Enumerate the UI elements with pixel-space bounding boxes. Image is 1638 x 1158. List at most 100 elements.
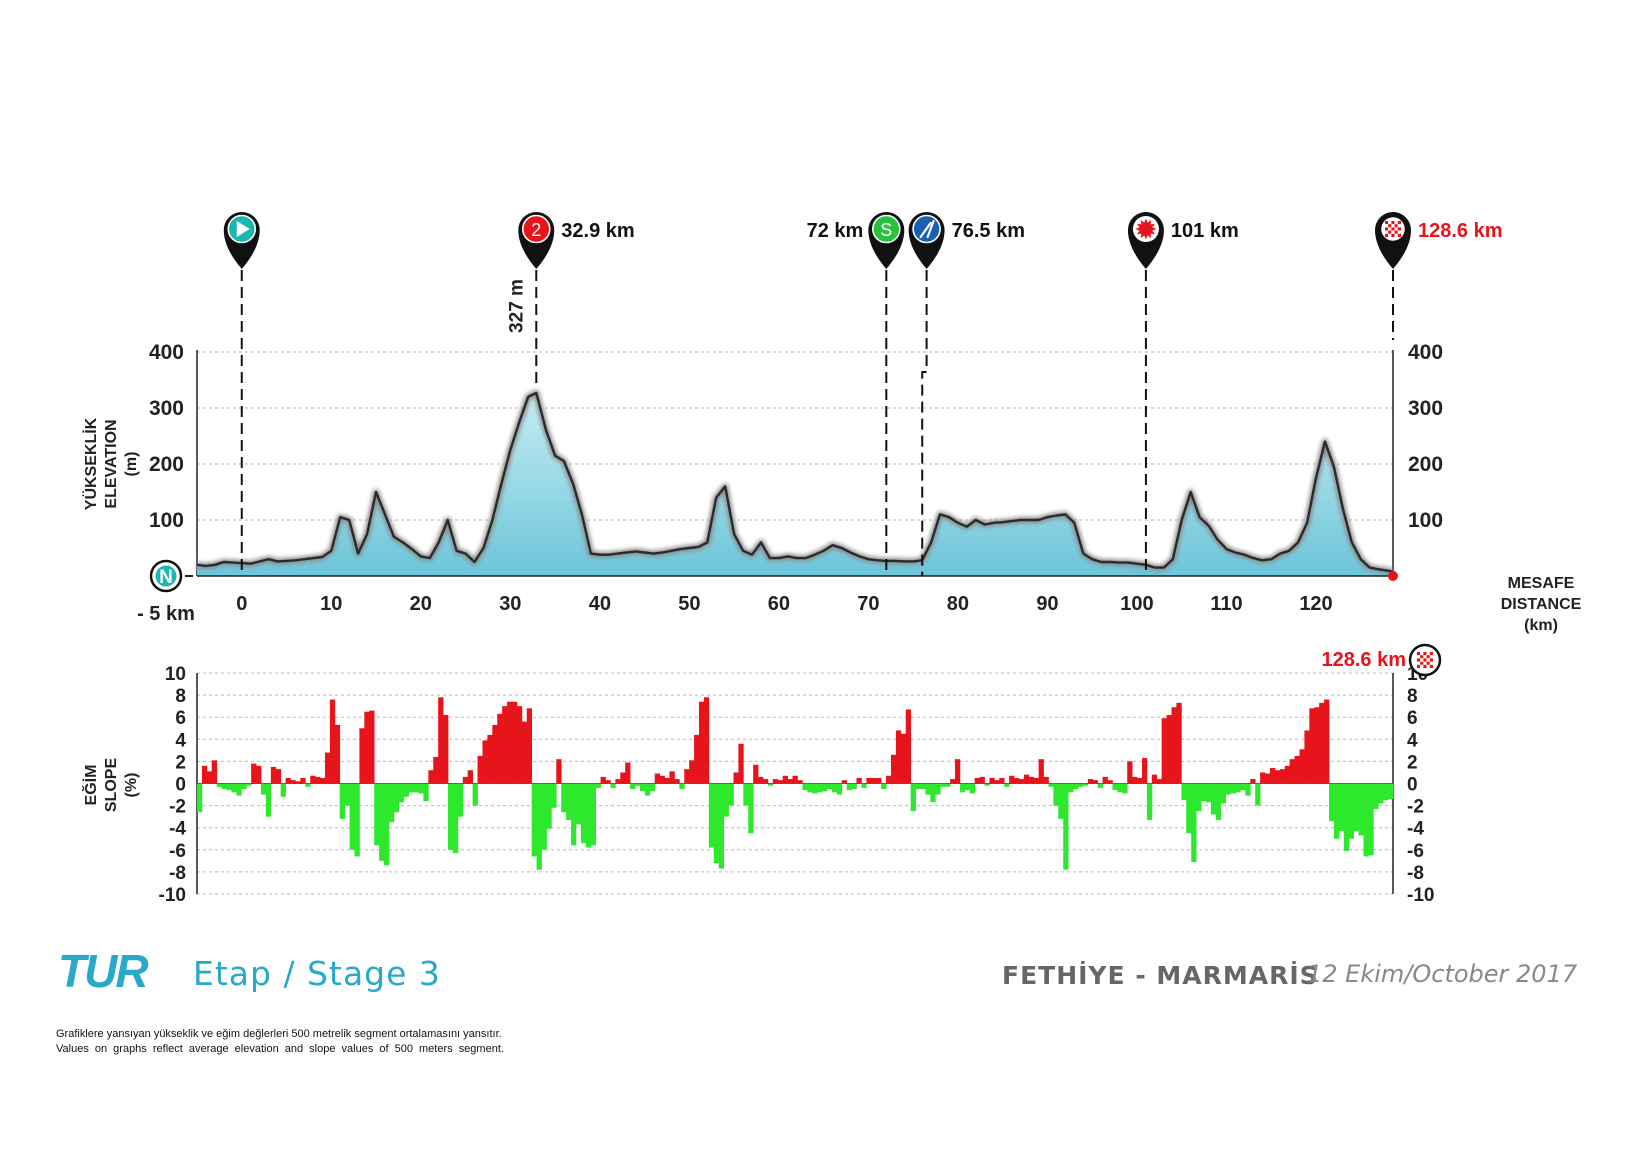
slope-bar <box>1210 783 1217 815</box>
slope-bar <box>1132 776 1138 784</box>
slope-bar <box>354 783 360 857</box>
checker-cell <box>1394 224 1398 228</box>
slope-bar <box>216 783 222 787</box>
slope-bar <box>315 776 321 784</box>
slope-bar <box>1171 707 1177 784</box>
slope-bar <box>206 771 213 784</box>
slope-bar <box>369 710 375 784</box>
checker-cell <box>1385 221 1389 225</box>
slope-bar <box>398 783 405 803</box>
feed-distance-label: 76.5 km <box>952 220 1025 242</box>
slope-bar <box>541 783 547 850</box>
slope-bar <box>886 775 892 784</box>
checker-cell <box>1429 661 1433 665</box>
tour-logo: TUR <box>58 945 149 997</box>
slope-bar <box>1043 776 1049 784</box>
slope-bar <box>516 706 523 784</box>
slope-bar <box>630 783 636 790</box>
slope-axis-title-line: EĞİM <box>81 765 100 806</box>
slope-bar <box>812 783 818 794</box>
slope-bar <box>590 783 597 846</box>
slope-bar <box>226 783 232 791</box>
slope-bar <box>1122 783 1128 794</box>
elevation-axis-title: YÜKSEKLİK ELEVATION (m) <box>81 417 140 510</box>
slope-bar <box>679 783 685 790</box>
slope-bar <box>831 783 838 793</box>
checker-cell <box>1420 652 1424 656</box>
checker-cell <box>1397 233 1401 237</box>
slope-bar <box>772 779 779 784</box>
slope-bar <box>413 783 419 793</box>
slope-bar <box>1018 779 1025 784</box>
slope-bar <box>349 783 355 850</box>
slope-tick-right: -4 <box>1407 819 1424 840</box>
slope-bar <box>1087 779 1094 784</box>
distance-tick-label: 20 <box>410 593 432 615</box>
checker-cell <box>1391 221 1395 225</box>
checker-cell <box>1423 661 1427 665</box>
slope-bar <box>1383 783 1389 801</box>
slope-bar <box>748 783 754 834</box>
slope-bar <box>428 770 434 784</box>
slope-tick-left: -10 <box>159 885 186 906</box>
slope-bar <box>472 783 478 806</box>
checker-cell <box>1426 658 1430 662</box>
slope-bar <box>787 779 793 784</box>
slope-bar <box>497 713 503 784</box>
elevation-axis-title-line: (m) <box>123 452 140 477</box>
slope-bar <box>561 783 567 813</box>
slope-bar <box>861 783 867 788</box>
slope-tick-left: 4 <box>175 730 186 751</box>
climb-distance-label: 32.9 km <box>561 220 634 242</box>
slope-bar <box>644 783 651 796</box>
checker-cell <box>1417 661 1421 665</box>
slope-bar <box>531 783 537 857</box>
elevation-tick-left: 100 <box>149 509 184 532</box>
slope-bar <box>605 780 611 784</box>
slope-bar <box>615 779 621 784</box>
slope-bar <box>669 771 675 784</box>
slope-bar <box>797 780 803 784</box>
slope-bar <box>1156 779 1163 784</box>
checker-cell <box>1417 664 1421 668</box>
checker-cell <box>1388 233 1392 237</box>
checker-cell <box>1429 655 1433 659</box>
distance-tick-label: 120 <box>1299 593 1332 615</box>
slope-bar <box>733 772 739 784</box>
play-icon <box>236 221 250 237</box>
distance-tick-label: 30 <box>499 593 521 615</box>
slope-bar <box>826 783 833 790</box>
slope-bar <box>984 783 990 786</box>
slope-tick-right: 8 <box>1407 686 1418 707</box>
bonus-marker: 101 km <box>1127 211 1239 576</box>
start-marker <box>223 211 260 576</box>
slope-bar <box>1314 707 1320 784</box>
slope-bar <box>438 697 444 784</box>
checker-cell <box>1426 661 1430 665</box>
slope-bar <box>1038 759 1044 784</box>
distance-axis-title-line: (km) <box>1524 617 1558 634</box>
slope-bar <box>1186 783 1192 834</box>
slope-bar <box>1151 774 1158 784</box>
slope-bar <box>1102 776 1108 784</box>
slope-bar <box>1082 783 1089 786</box>
slope-bar <box>1363 783 1369 857</box>
distance-tick-label: 100 <box>1120 593 1153 615</box>
slope-bar <box>1333 783 1340 839</box>
slope-bar <box>1240 783 1246 791</box>
checker-cell <box>1397 224 1401 228</box>
checker-cell <box>1388 230 1392 234</box>
slope-bar <box>457 783 464 817</box>
slope-bar <box>546 783 552 829</box>
slope-tick-left: -6 <box>169 841 186 862</box>
slope-bar <box>285 777 291 784</box>
distance-tick-label: 10 <box>320 593 342 615</box>
slope-bar <box>792 775 798 784</box>
slope-bar <box>841 780 848 784</box>
slope-bar <box>320 777 326 784</box>
slope-bar <box>974 777 980 784</box>
slope-bar <box>448 783 454 850</box>
slope-bar <box>324 752 331 784</box>
start-distance-label: - 5 km <box>137 603 195 625</box>
slope-bar <box>502 706 508 784</box>
